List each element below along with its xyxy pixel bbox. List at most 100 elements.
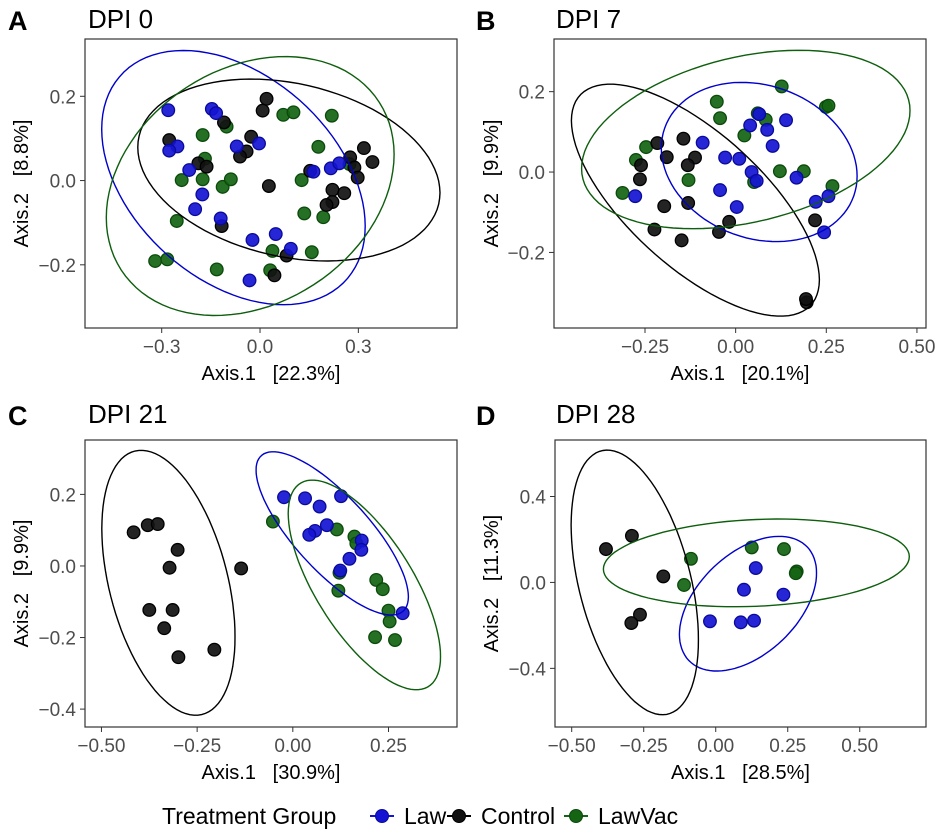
point-lawvac xyxy=(382,614,397,629)
point-lawvac xyxy=(324,108,339,123)
point-law xyxy=(729,200,744,214)
point-control xyxy=(808,213,823,228)
panel-title: DPI 21 xyxy=(88,399,168,429)
x-tick-label: −0.50 xyxy=(548,736,596,757)
legend-item-lawvac: LawVac xyxy=(564,803,678,829)
panel-d: D DPI 28 −0.50 −0.25 0.00 0.25 0.50 −0.4 0.0 0.4 A… xyxy=(476,399,927,784)
point-law xyxy=(302,527,317,542)
point-control xyxy=(207,642,222,657)
point-control xyxy=(680,158,695,173)
point-law xyxy=(229,139,244,154)
point-control xyxy=(799,292,813,307)
point-law xyxy=(748,561,763,575)
ellipse-lawvac xyxy=(580,49,911,230)
point-control xyxy=(676,131,691,146)
point-lawvac xyxy=(615,185,630,200)
legend-title: Treatment Group xyxy=(162,803,336,829)
point-law xyxy=(749,173,764,188)
point-law xyxy=(245,233,260,247)
point-law xyxy=(277,490,291,505)
point-law xyxy=(743,118,758,133)
y-tick-label: −0.2 xyxy=(38,256,76,277)
point-law xyxy=(242,273,257,288)
panel-letter: A xyxy=(8,6,28,36)
plot-area xyxy=(100,49,441,317)
point-law xyxy=(298,491,313,506)
point-law xyxy=(334,489,348,504)
x-tick-label: 0.00 xyxy=(274,736,311,757)
point-lawvac xyxy=(777,542,791,557)
y-tick-label: −0.4 xyxy=(38,700,76,721)
point-control xyxy=(150,517,165,532)
point-control xyxy=(599,542,613,557)
y-tick-label: 0.0 xyxy=(519,163,545,184)
x-tick-label: 0.0 xyxy=(247,337,273,358)
point-control xyxy=(217,115,231,130)
ellipse-control xyxy=(137,78,441,262)
point-lawvac xyxy=(286,105,301,120)
point-control xyxy=(356,141,371,156)
x-tick-label: 0.25 xyxy=(769,736,806,757)
point-control xyxy=(126,525,141,540)
panel-a: A DPI 0 −0.3 0.0 0.3 −0.2 0.0 0.2 Axis.1 [22.3%]… xyxy=(8,4,458,385)
ellipse-control xyxy=(570,449,700,716)
point-law xyxy=(252,136,266,151)
ellipse-law xyxy=(678,535,818,672)
panel-title: DPI 7 xyxy=(556,4,621,34)
point-law xyxy=(283,241,298,256)
point-lawvac xyxy=(368,630,383,645)
ellipse-lawvac xyxy=(287,479,442,691)
point-law xyxy=(747,613,761,628)
plot-frame xyxy=(84,439,458,728)
point-law xyxy=(695,135,710,150)
x-tick-label: 0.50 xyxy=(841,736,878,757)
point-control xyxy=(171,650,186,665)
panel-b: B DPI 7 −0.25 0.00 0.25 0.50 −0.2 0.0 0.2 Axis.1 … xyxy=(476,4,935,385)
point-law xyxy=(319,518,334,533)
point-law xyxy=(628,189,643,204)
x-tick-label: −0.25 xyxy=(621,337,669,358)
point-control xyxy=(650,136,665,151)
point-lawvac xyxy=(294,173,309,188)
point-control xyxy=(261,179,276,193)
point-control xyxy=(624,616,639,630)
point-law xyxy=(732,151,747,166)
y-axis-label: Axis.2 [9.9%] xyxy=(481,120,503,248)
point-control xyxy=(681,196,696,210)
point-lawvac xyxy=(713,111,728,126)
x-tick-label: 0.50 xyxy=(898,337,935,358)
legend-marker-law xyxy=(375,809,389,823)
point-control xyxy=(656,569,671,584)
y-axis-label: Axis.2 [11.3%] xyxy=(481,515,503,652)
x-tick-label: −0.50 xyxy=(77,736,125,757)
point-control xyxy=(162,560,177,575)
series-lawvac xyxy=(148,105,357,278)
point-law xyxy=(779,113,793,128)
point-control xyxy=(234,561,249,576)
panel-title: DPI 0 xyxy=(88,4,153,34)
point-lawvac xyxy=(169,214,184,228)
panel-letter: C xyxy=(8,401,28,431)
point-control xyxy=(319,198,334,212)
panel-c: C DPI 21 −0.50 −0.25 0.00 0.25 −0.4 −0.2 0.0 0.2 A… xyxy=(8,399,458,784)
y-tick-label: 0.4 xyxy=(520,487,547,508)
y-axis-label: Axis.2 [9.9%] xyxy=(11,520,33,648)
point-control xyxy=(267,268,282,283)
point-law xyxy=(213,211,228,226)
point-control xyxy=(633,607,647,622)
point-law xyxy=(789,170,804,185)
plot-area xyxy=(101,449,442,716)
x-tick-label: 0.3 xyxy=(345,337,371,358)
point-lawvac xyxy=(316,210,331,225)
point-control xyxy=(365,155,380,169)
panel-title: DPI 28 xyxy=(556,399,636,429)
point-law xyxy=(760,122,775,137)
point-law xyxy=(312,499,327,514)
point-lawvac xyxy=(223,172,238,187)
point-lawvac xyxy=(304,245,319,260)
legend-marker-control xyxy=(452,809,466,823)
ellipse-law xyxy=(100,49,366,306)
point-law xyxy=(733,615,748,630)
point-law xyxy=(162,143,177,158)
series-control xyxy=(126,517,249,665)
